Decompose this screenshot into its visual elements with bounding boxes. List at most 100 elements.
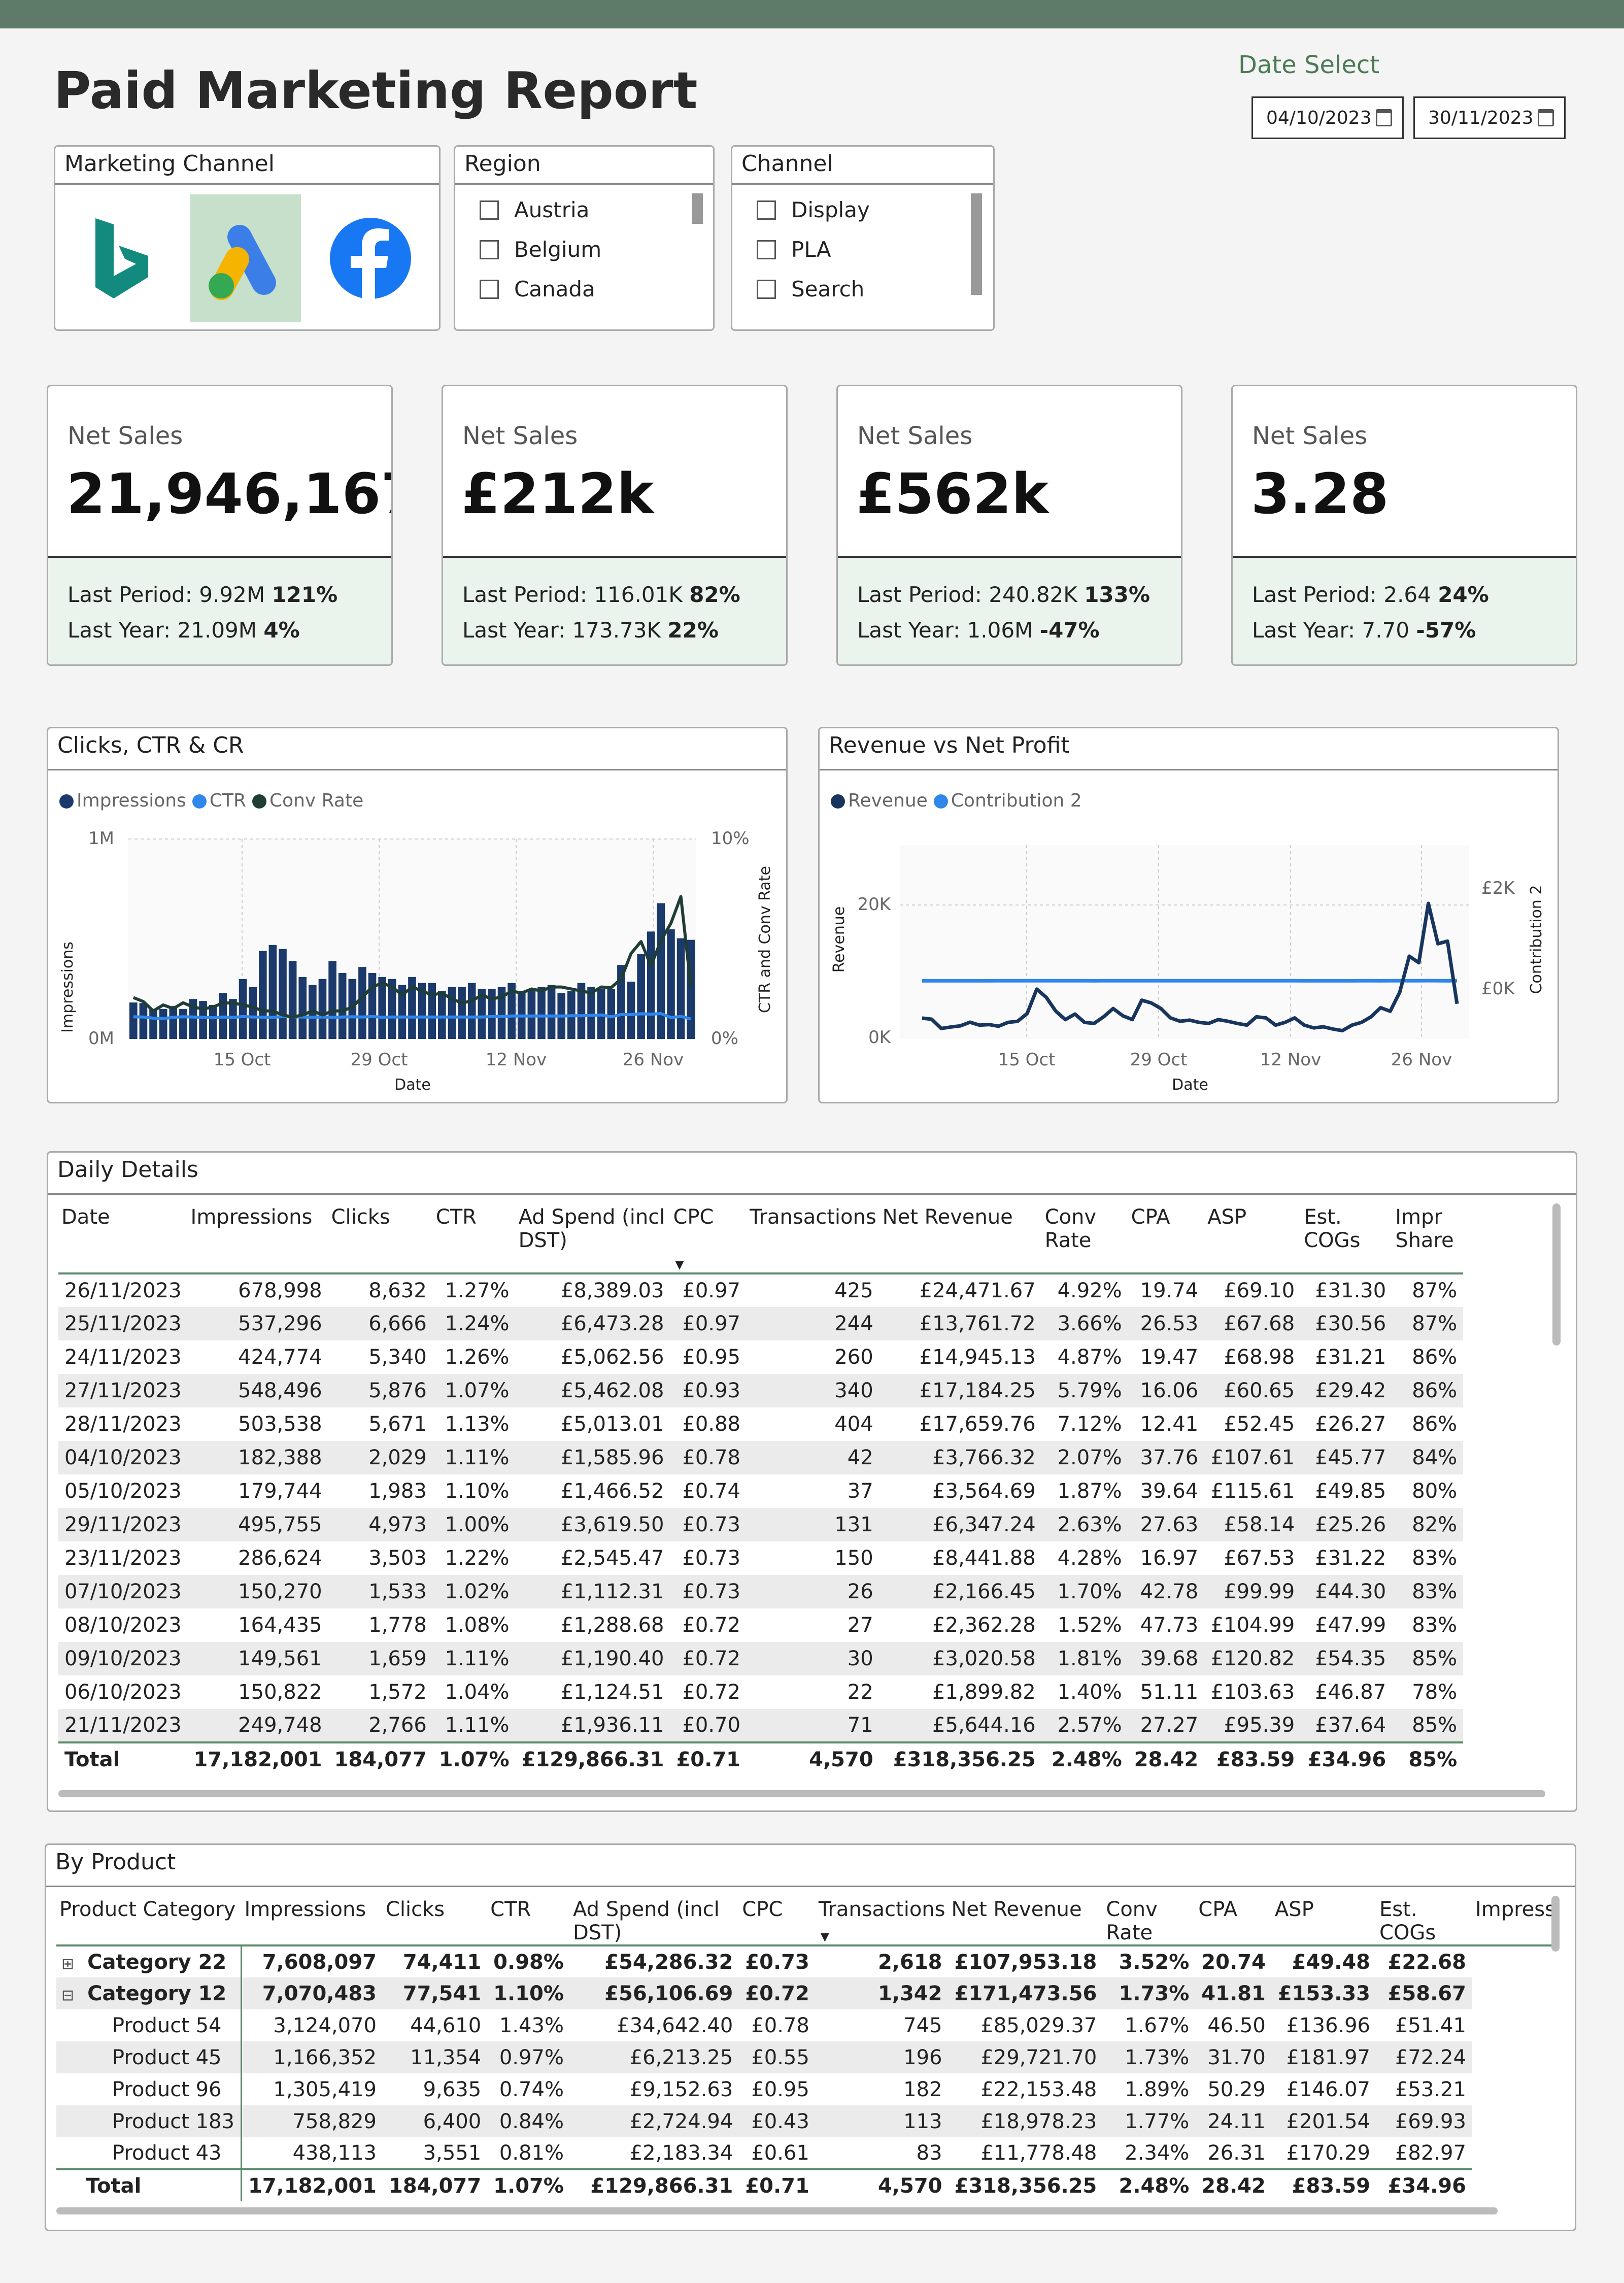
channel-option-pla[interactable]: PLA [757, 237, 831, 262]
table-row[interactable]: 21/11/2023 249,748 2,766 1.11% £1,936.11 £0.7… [58, 1709, 1464, 1742]
impressions-bar [179, 1009, 187, 1039]
column-header[interactable]: Conv Rate [1103, 1893, 1196, 1946]
table-row[interactable]: 28/11/2023 503,538 5,671 1.13% £5,013.01 £0.8… [58, 1407, 1463, 1441]
table-row[interactable]: 05/10/2023 179,744 1,983 1.10% £1,466.52 £0.7… [58, 1474, 1463, 1508]
legend-item-ctr[interactable]: CTR [192, 790, 246, 811]
option-label: Display [791, 197, 870, 222]
column-header[interactable]: Transactions ▼ [815, 1893, 949, 1946]
column-header[interactable]: Date [58, 1200, 188, 1274]
column-header[interactable]: ASP [1204, 1200, 1301, 1274]
vertical-scrollbar[interactable] [1551, 1896, 1560, 1952]
table-row[interactable]: 06/10/2023 150,822 1,572 1.04% £1,124.51 £0.7… [58, 1675, 1463, 1709]
start-date-value: 04/10/2023 [1266, 107, 1372, 128]
table-row[interactable]: 27/11/2023 548,496 5,876 1.07% £5,462.08 £0.9… [58, 1374, 1464, 1407]
column-header[interactable]: CPC [739, 1893, 816, 1946]
table-row[interactable]: ⊞ Category 22 7,608,097 74,411 0.98% £54,286.… [56, 1945, 1559, 1977]
google-ads-logo[interactable] [190, 194, 301, 322]
calendar-icon[interactable] [1538, 109, 1554, 126]
channel-option-search[interactable]: Search [757, 277, 864, 301]
table-row[interactable]: Product 183 758,829 6,400 0.84% £2,724.94 £0.… [56, 2105, 1559, 2137]
table-row[interactable]: Product 43 438,113 3,551 0.81% £2,183.34 £0.6… [56, 2137, 1559, 2169]
table-cell: £0.43 [739, 2105, 816, 2137]
column-header[interactable]: CPC ▼ [670, 1200, 747, 1274]
bing-logo[interactable] [65, 194, 176, 322]
table-row[interactable]: Product 45 1,166,352 11,354 0.97% £6,213.25 £… [56, 2041, 1559, 2073]
end-date-value: 30/11/2023 [1428, 107, 1534, 128]
region-option-belgium[interactable]: Belgium [480, 237, 601, 262]
table-cell: 3,124,070 [273, 2013, 377, 2037]
column-header[interactable]: Net Revenue [879, 1200, 1042, 1274]
table-row[interactable]: Product 54 3,124,070 44,610 1.43% £34,642.40… [56, 2009, 1559, 2041]
column-header[interactable]: Conv Rate [1041, 1200, 1128, 1274]
checkbox[interactable] [480, 279, 499, 299]
table-cell: 41.81 [1195, 1977, 1272, 2009]
table-row[interactable]: 08/10/2023 164,435 1,778 1.08% £1,288.68 £0.7… [58, 1608, 1463, 1642]
region-option-canada[interactable]: Canada [480, 277, 595, 301]
column-header[interactable]: Impress [1472, 1893, 1559, 1946]
scrollbar[interactable] [692, 193, 703, 224]
column-header[interactable]: Clicks [328, 1200, 433, 1274]
table-row[interactable]: 29/11/2023 495,755 4,973 1.00% £3,619.50 £0.7… [58, 1508, 1464, 1541]
by-product-table-viewport[interactable]: Product Category Impressions Clicks CTR Ad S… [56, 1893, 1559, 2202]
legend-item-impressions[interactable]: Impressions [59, 790, 186, 811]
checkbox[interactable] [757, 279, 776, 299]
sort-descending-icon[interactable]: ▼ [675, 1259, 684, 1271]
collapse-icon[interactable]: ⊟ [61, 1986, 75, 2004]
date-select-label: Date Select [1238, 51, 1380, 79]
column-header[interactable]: Impr Share [1392, 1200, 1464, 1274]
sort-descending-icon[interactable]: ▼ [820, 1931, 829, 1943]
column-header[interactable]: Ad Spend (incl DST) [515, 1200, 670, 1274]
column-header[interactable]: Net Revenue [948, 1893, 1103, 1946]
checkbox[interactable] [480, 240, 499, 259]
checkbox[interactable] [757, 240, 776, 259]
impressions-bar [129, 1002, 138, 1039]
channel-option-display[interactable]: Display [757, 197, 870, 222]
column-header[interactable]: Transactions [746, 1200, 879, 1274]
column-header[interactable]: Impressions [241, 1893, 383, 1946]
checkbox[interactable] [480, 200, 499, 220]
table-cell: £2,545.47 [560, 1547, 664, 1570]
table-row[interactable]: 23/11/2023 286,624 3,503 1.22% £2,545.47 £0.7… [58, 1541, 1463, 1575]
table-row[interactable]: 09/10/2023 149,561 1,659 1.11% £1,190.40 £0.7… [58, 1642, 1464, 1675]
horizontal-scrollbar[interactable] [56, 2207, 1498, 2214]
total-cell: 4,570 [746, 1741, 879, 1776]
column-header[interactable]: Product Category [56, 1893, 242, 1946]
table-row[interactable]: Product 96 1,305,419 9,635 0.74% £9,152.63 £0… [56, 2073, 1559, 2105]
vertical-scrollbar[interactable] [1552, 1203, 1561, 1346]
table-row[interactable]: 24/11/2023 424,774 5,340 1.26% £5,062.56 £0.9… [58, 1340, 1463, 1374]
column-header[interactable]: ASP [1271, 1893, 1377, 1946]
column-header[interactable]: Ad Spend (incl DST) [569, 1893, 739, 1946]
expand-icon[interactable]: ⊞ [61, 1955, 75, 1973]
end-date-input[interactable]: 30/11/2023 [1413, 96, 1566, 139]
table-cell: 404 [834, 1413, 873, 1436]
column-header[interactable]: CPA [1128, 1200, 1205, 1274]
legend-item-contribution[interactable]: Contribution 2 [933, 790, 1082, 811]
facebook-logo[interactable] [315, 194, 426, 322]
column-header[interactable]: CPA [1195, 1893, 1272, 1946]
column-header[interactable]: CTR [432, 1200, 516, 1274]
table-cell: 71 [746, 1709, 879, 1742]
total-cell: £83.59 [1271, 2168, 1377, 2201]
table-cell: 1,305,419 [273, 2077, 377, 2101]
table-cell: 19.74 [1140, 1279, 1199, 1302]
column-header[interactable]: Impressions [187, 1200, 328, 1274]
checkbox[interactable] [757, 200, 776, 220]
legend-item-conv-rate[interactable]: Conv Rate [252, 790, 363, 811]
horizontal-scrollbar[interactable] [58, 1790, 1545, 1797]
column-header[interactable]: Est. COGs [1301, 1200, 1393, 1274]
daily-details-table-viewport[interactable]: Date Impressions Clicks CTR Ad Spend (incl D… [58, 1200, 1550, 1789]
scrollbar[interactable] [971, 193, 982, 295]
table-row[interactable]: 04/10/2023 182,388 2,029 1.11% £1,585.96 £0.7… [58, 1441, 1464, 1474]
column-header[interactable]: Clicks [382, 1893, 488, 1946]
table-row[interactable]: 25/11/2023 537,296 6,666 1.24% £6,473.28 £0.9… [58, 1307, 1464, 1340]
table-row[interactable]: 07/10/2023 150,270 1,533 1.02% £1,112.31 £0.7… [58, 1575, 1464, 1608]
region-option-austria[interactable]: Austria [480, 197, 589, 222]
calendar-icon[interactable] [1376, 109, 1392, 126]
table-cell: 20.74 [1201, 1950, 1266, 1974]
column-header[interactable]: CTR [487, 1893, 570, 1946]
table-row[interactable]: ⊟ Category 12 7,070,483 77,541 1.10% £56,106.… [56, 1977, 1559, 2009]
column-header[interactable]: Est. COGs [1376, 1893, 1472, 1946]
table-row[interactable]: 26/11/2023 678,998 8,632 1.27% £8,389.03 £0.9… [58, 1273, 1463, 1307]
legend-item-revenue[interactable]: Revenue [831, 790, 928, 811]
start-date-input[interactable]: 04/10/2023 [1251, 96, 1404, 139]
